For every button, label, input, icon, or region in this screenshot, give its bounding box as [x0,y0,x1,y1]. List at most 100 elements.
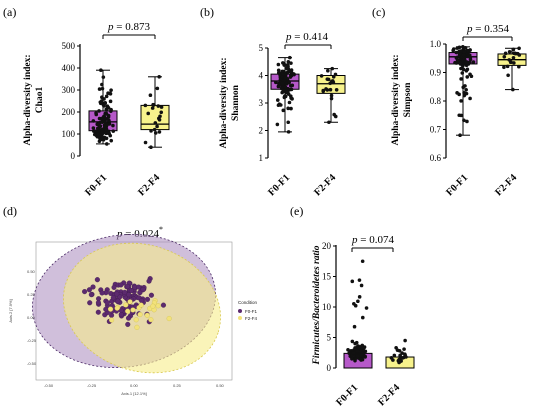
point-d-0-39 [148,292,154,298]
point-a-0-104 [104,111,109,116]
point-d-0-7 [87,300,93,306]
point-b-1-11 [329,96,334,101]
point-a-1-2 [146,111,151,116]
panel-label-d: (d) [3,204,17,218]
category-a-0: F0-F1 [83,172,109,198]
ylabel-c-line2: Simpson [403,82,413,118]
panel-label-e: (e) [290,204,303,218]
point-b-0-101 [279,86,284,91]
ytick-d-1: 0.25 [27,292,36,297]
xtick-d-0: -0.50 [44,383,54,388]
point-a-0-33 [102,97,106,101]
point-c-1-4 [517,64,521,69]
xtick-d-2: 0.00 [130,383,139,388]
point-a-0-99 [99,137,104,142]
legend-d: Condition F0-F1 F2-F4 [238,300,258,321]
legend-label-f2-f4: F2-F4 [245,316,257,321]
point-c-1-8 [503,51,508,56]
point-a-0-92 [96,132,100,136]
ylabel-b-line1: Alpha-diversity index: [219,57,229,148]
point-d-1-15 [108,306,114,312]
point-b-0-61 [289,61,293,65]
category-c-1: F2-F4 [493,172,519,198]
point-a-0-36 [109,138,114,143]
point-b-1-19 [325,88,330,92]
ytick-label-b-4: 5 [259,43,264,53]
point-e-0-0 [360,259,365,264]
point-c-0-91 [459,49,463,53]
point-c-0-46 [465,75,470,79]
ytick-label-a-2: 200 [62,107,76,117]
point-e-1-21 [399,359,403,363]
point-c-1-17 [513,51,517,56]
point-c-0-85 [460,71,465,75]
point-c-1-19 [502,54,507,59]
xtick-d-3: 0.25 [173,383,182,388]
point-a-0-87 [100,117,104,122]
ytick-label-b-2: 3 [259,98,264,108]
point-b-0-80 [287,80,291,85]
point-b-1-18 [328,81,332,86]
point-c-0-105 [459,66,463,71]
point-d-1-0 [133,317,139,323]
point-e-0-67 [364,306,369,310]
point-e-0-46 [347,351,351,355]
point-c-0-90 [468,55,473,60]
point-d-1-6 [130,307,136,313]
point-c-1-18 [507,49,512,54]
point-a-0-96 [106,91,110,95]
point-a-0-95 [96,126,100,131]
ylabel-c-line1: Alpha-diversity index: [391,54,401,145]
point-b-0-94 [281,78,286,83]
point-a-0-98 [92,132,97,137]
panel-label-b: (b) [200,5,214,19]
ytick-label-e-0: 0 [327,363,332,373]
point-c-0-4 [465,119,469,124]
point-b-0-24 [289,106,293,111]
point-c-1-12 [505,64,510,69]
point-d-0-90 [126,292,132,298]
point-d-0-93 [118,312,124,318]
panel-a: (a) Alpha-diversity index: Chao1 0 100 200… [3,5,170,198]
point-a-1-9 [150,106,155,110]
point-e-0-38 [352,324,357,329]
point-d-0-94 [122,289,128,295]
ytick-label-e-3: 15 [322,272,332,282]
point-a-1-0 [157,75,161,79]
point-b-1-20 [326,68,330,73]
point-b-0-95 [287,100,292,105]
point-d-0-102 [95,300,101,306]
point-c-1-20 [508,60,513,65]
point-a-1-18 [159,110,164,115]
ylabel-a-line1: Alpha-diversity index: [23,54,33,145]
point-c-0-54 [459,77,463,81]
point-a-0-103 [102,104,106,108]
category-c-0: F0-F1 [444,172,470,198]
point-a-0-100 [106,130,111,135]
point-a-0-97 [106,106,111,110]
panel-e: (e) Firmicutes/Bacteroidetes ratio 0 5 10 1… [290,204,415,408]
point-a-0-90 [103,101,107,105]
point-a-1-8 [159,105,164,109]
point-c-0-75 [466,49,471,53]
point-e-1-0 [403,338,407,343]
point-d-0-103 [111,284,117,290]
point-c-0-64 [451,48,455,53]
point-c-0-51 [457,92,461,97]
point-c-0-96 [454,50,459,55]
point-b-1-14 [326,77,331,82]
point-b-0-23 [276,84,281,89]
point-d-0-30 [118,282,124,288]
point-c-1-13 [502,65,506,70]
ytick-label-c-3: 0.9 [430,68,442,78]
point-a-1-4 [143,140,148,145]
point-b-0-81 [290,83,295,88]
point-b-1-9 [332,112,336,117]
point-b-0-5 [275,98,280,102]
point-b-0-96 [285,90,290,95]
point-a-0-101 [104,128,108,132]
point-c-0-1 [458,133,462,137]
point-c-0-104 [457,45,462,50]
point-c-0-107 [462,58,467,62]
ytick-label-c-1: 0.7 [430,125,442,135]
